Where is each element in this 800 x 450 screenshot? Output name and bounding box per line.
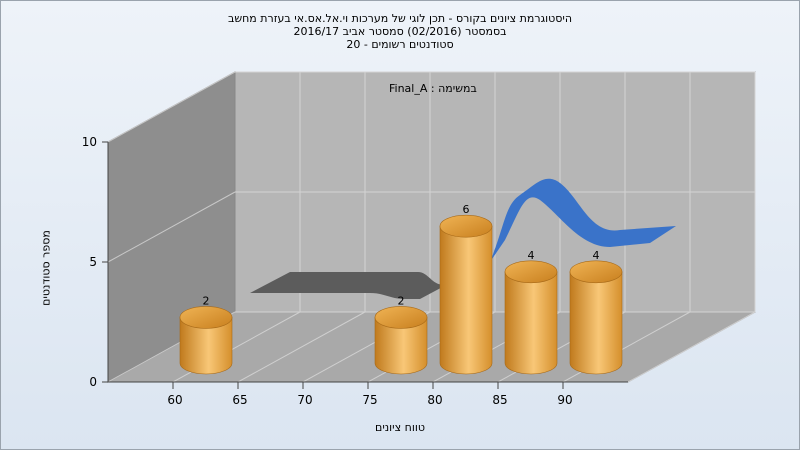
bar: 4 bbox=[569, 249, 623, 375]
y-tick-label: 0 bbox=[89, 375, 97, 389]
data-label: 6 bbox=[463, 203, 470, 216]
series-line-shadow bbox=[250, 272, 450, 299]
x-axis-label: טווח ציונים bbox=[375, 421, 425, 434]
series-line-ribbon bbox=[490, 178, 676, 262]
title-line-3: סטודנטים רשומים - 20 bbox=[346, 38, 454, 51]
y-axis-label: מספר סטודנטים bbox=[39, 230, 53, 306]
bar-top bbox=[439, 214, 493, 238]
bar-body bbox=[374, 317, 428, 375]
x-tick-label: 70 bbox=[297, 393, 312, 407]
data-label: 4 bbox=[593, 249, 600, 262]
bars: 2 2 6 4 4 bbox=[179, 203, 623, 375]
x-tick-label: 65 bbox=[232, 393, 247, 407]
bar-top bbox=[374, 306, 428, 329]
bar: 2 bbox=[179, 294, 233, 375]
x-tick-label: 90 bbox=[557, 393, 572, 407]
bar-body bbox=[439, 225, 493, 375]
bar-top bbox=[179, 306, 233, 329]
bar-top bbox=[504, 260, 558, 284]
title-line-2: בסמסטר (02/2016) סמסטר אביב 2016/17 bbox=[293, 25, 507, 38]
gridline-left bbox=[107, 71, 236, 143]
bar: 4 bbox=[504, 249, 558, 375]
bar-body bbox=[569, 271, 623, 375]
data-label: 2 bbox=[203, 294, 210, 307]
ticks: 0 5 10 60 65 70 75 80 85 90 bbox=[82, 135, 573, 407]
bar: 2 bbox=[374, 294, 428, 375]
gridline-left bbox=[107, 191, 236, 263]
title-line-1: היסטוגרמת ציונים בקורס - תכן לוגי של מער… bbox=[227, 12, 573, 25]
x-tick-label: 80 bbox=[427, 393, 442, 407]
gridline-floor bbox=[627, 311, 756, 383]
gridline-floor bbox=[237, 311, 366, 383]
chart-subtitle: במשימה : Final_A bbox=[389, 82, 477, 95]
y-tick-label: 5 bbox=[89, 255, 97, 269]
x-tick-label: 60 bbox=[167, 393, 182, 407]
x-tick-label: 85 bbox=[492, 393, 507, 407]
x-tick-label: 75 bbox=[362, 393, 377, 407]
data-label: 4 bbox=[528, 249, 535, 262]
bar-body bbox=[179, 317, 233, 375]
data-label: 2 bbox=[398, 294, 405, 307]
y-tick-label: 10 bbox=[82, 135, 97, 149]
bar-top bbox=[569, 260, 623, 284]
bar: 6 bbox=[439, 203, 493, 375]
chart-title: היסטוגרמת ציונים בקורס - תכן לוגי של מער… bbox=[0, 12, 800, 51]
bar-body bbox=[504, 271, 558, 375]
